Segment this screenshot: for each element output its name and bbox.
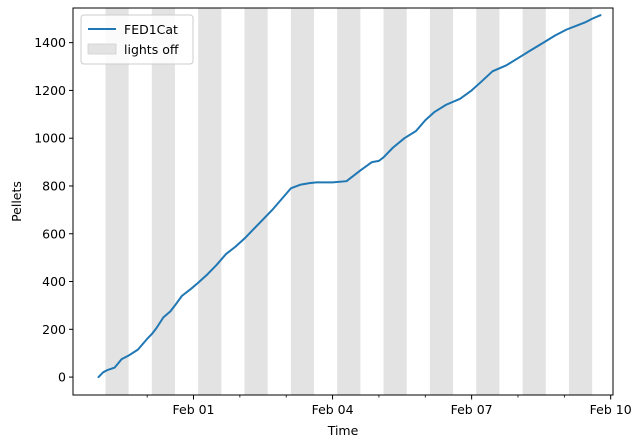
- lights-off-shading-layer: [105, 8, 593, 395]
- lights-off-band: [568, 8, 593, 395]
- y-tick-label: 1200: [34, 83, 66, 98]
- lights-off-band: [198, 8, 222, 395]
- lights-off-band: [151, 8, 175, 395]
- lights-off-band: [105, 8, 129, 395]
- lights-off-band: [476, 8, 500, 395]
- legend-label-fed1cat: FED1Cat: [124, 22, 178, 37]
- x-tick-label: Feb 07: [451, 402, 493, 417]
- y-tick-label: 800: [42, 178, 66, 193]
- legend: FED1Cat lights off: [80, 14, 194, 65]
- x-tick-label: Feb 10: [590, 402, 632, 417]
- axes-layer: 0 200 400 600 800 1000 1200 1400 Feb 01 Feb 04 Feb…: [34, 7, 632, 417]
- y-tick-label: 200: [42, 322, 66, 337]
- y-tick-label: 0: [58, 370, 66, 385]
- y-axis-label: Pellets: [9, 181, 24, 222]
- series-line-fed1cat: [97, 14, 602, 379]
- lights-off-band: [383, 8, 407, 395]
- lights-off-band: [522, 8, 546, 395]
- y-tick-label: 600: [42, 226, 66, 241]
- legend-label-lights-off: lights off: [124, 42, 179, 57]
- y-tick-label: 1000: [34, 131, 66, 146]
- lights-off-band: [337, 8, 361, 395]
- x-axis-label: Time: [327, 423, 359, 438]
- legend-patch-swatch: [87, 43, 117, 55]
- lights-off-band: [429, 8, 454, 395]
- y-tick-label: 400: [42, 274, 66, 289]
- x-tick-label: Feb 04: [312, 402, 354, 417]
- plot-frame: [72, 7, 614, 396]
- y-tick-label: 1400: [34, 35, 66, 50]
- x-tick-label: Feb 01: [173, 402, 215, 417]
- data-layer: [97, 14, 602, 379]
- lights-off-band: [244, 8, 268, 395]
- lights-off-band: [290, 8, 315, 395]
